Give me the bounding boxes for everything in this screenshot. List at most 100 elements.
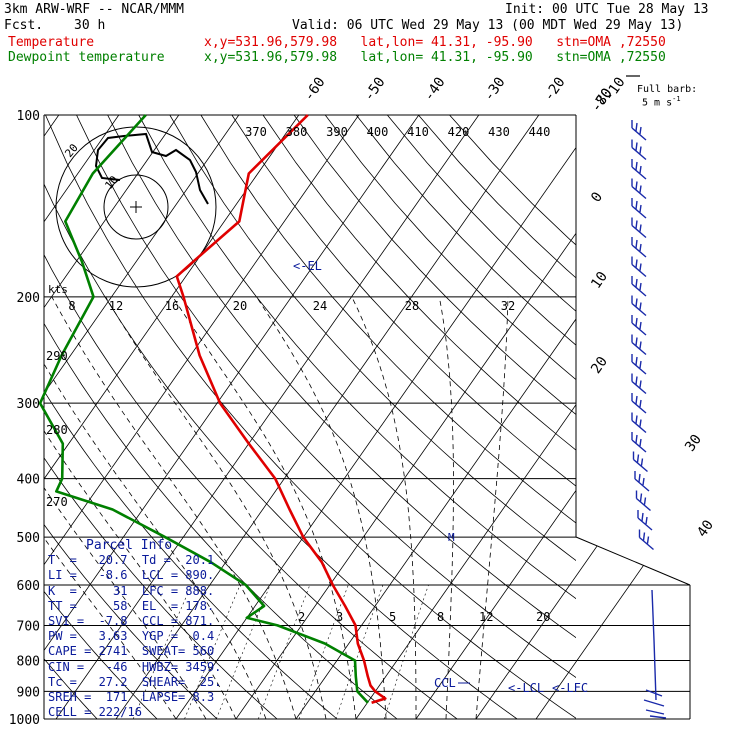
isotherm-line	[44, 115, 420, 719]
moist-adiabat-line	[256, 296, 387, 719]
isotherms	[44, 115, 690, 719]
dry-adiabat-line	[169, 115, 576, 561]
parcel-info-rows: T = 20.7 Td = 20.1 LI = -8.6 LCL = 890. K …	[48, 553, 238, 720]
sounding-profiles	[38, 114, 387, 705]
init-time: Init: 00 UTC Tue 28 May 13	[505, 2, 709, 17]
theta-label: 400	[367, 125, 389, 139]
dry-adiabat-line	[231, 115, 576, 487]
lfc-marker: <-LFC	[552, 681, 588, 695]
wind-barb	[631, 256, 647, 278]
wind-barb	[638, 529, 654, 551]
pressure-label-600: 600	[17, 579, 40, 594]
parcel-info-row: CAPE = 2741 SWEAT= 560	[48, 644, 215, 659]
parcel-info-row: LI = -8.6 LCL = 890.	[48, 568, 215, 583]
isotherm-label: 20	[588, 354, 611, 377]
dry-adiabat-line	[44, 390, 338, 719]
dry-adiabats	[44, 115, 576, 719]
model-title: 3km ARW-WRF -- NCAR/MMM	[4, 2, 185, 17]
isotherm-line	[44, 115, 300, 719]
dry-adiabat-line	[44, 457, 278, 719]
hodograph-speed-label: 28	[405, 299, 419, 313]
temperature-profile	[175, 114, 387, 705]
dry-adiabat-line	[418, 115, 576, 279]
melting-level-marker: M	[448, 531, 455, 544]
mixing-ratio-label: 3	[336, 610, 343, 624]
hodograph-trace	[94, 132, 209, 205]
wind-barb	[631, 315, 647, 336]
mixing-ratio-line	[384, 584, 429, 719]
mixing-ratio-label: 8	[437, 610, 444, 624]
wind-barb	[631, 276, 647, 297]
forecast-label: Fcst.	[4, 18, 44, 33]
dry-adiabat-label: 290	[46, 349, 68, 363]
pressure-label-700: 700	[17, 619, 40, 634]
mixing-ratio-line	[132, 584, 192, 719]
moist-adiabat-line	[351, 296, 417, 719]
hodograph-speed-label: 12	[109, 299, 123, 313]
parcel-info-row: K = 31 LFC = 888.	[48, 583, 215, 598]
isotherm-line	[44, 115, 120, 719]
dry-adiabat-line	[44, 590, 158, 719]
isotherm-line	[535, 115, 690, 719]
isotherm-line	[115, 115, 540, 719]
mixing-ratio-line	[258, 584, 311, 719]
isotherm-label: -60	[301, 74, 329, 104]
hodograph-speed-label: 8	[68, 299, 75, 313]
isotherm-line	[44, 115, 180, 719]
parcel-info-row: TT = 58 EL = 178.	[48, 598, 215, 613]
legend-temperature: Temperature	[8, 35, 95, 50]
barb-note-line1: Full barb:	[637, 84, 698, 95]
mixing-ratio-line	[184, 584, 241, 719]
parcel-info-row: SREH = 171 LAPSE= 8.3	[48, 689, 215, 704]
mixing-ratio-label: 20	[536, 610, 550, 624]
moist-adiabat-line	[475, 296, 509, 719]
isotherm-label: -30	[481, 74, 509, 104]
pressure-label-400: 400	[17, 473, 40, 488]
isotherm-label: -40	[421, 74, 449, 104]
wind-barb	[631, 237, 647, 258]
moist-adiabat-line	[438, 296, 454, 719]
right-axis-slant	[575, 536, 691, 586]
isotherm-label: 40	[694, 517, 717, 540]
dry-adiabat-line	[324, 115, 576, 381]
pressure-label-300: 300	[17, 397, 40, 412]
wind-barb-low-levels	[643, 589, 667, 719]
forecast-hour: 30 h	[74, 18, 106, 33]
theta-label: 390	[326, 125, 348, 139]
barb-note-line2: 5 m s-1	[642, 94, 681, 108]
hodograph-ring-label: 20	[62, 141, 80, 160]
ccl-marker: CCL	[434, 676, 456, 690]
mixing-ratio-label: 2	[298, 610, 305, 624]
valid-time: Valid: 06 UTC Wed 29 May 13 (00 MDT Wed …	[292, 18, 684, 33]
moist-adiabat-line	[105, 296, 327, 719]
hodograph-speed-label: 24	[313, 299, 327, 313]
theta-label: 420	[448, 125, 470, 139]
theta-label: 370	[245, 125, 267, 139]
el-marker: <-EL	[293, 259, 322, 273]
wind-barb	[631, 354, 647, 375]
isotherm-label: 10	[588, 269, 611, 292]
hodograph-ring	[103, 174, 169, 240]
wind-barb	[631, 373, 647, 395]
dry-adiabat-line	[76, 115, 576, 678]
wind-barb	[631, 432, 647, 453]
dry-adiabat-line	[200, 115, 576, 524]
wind-barb	[631, 295, 647, 317]
dry-adiabat-line	[138, 115, 576, 600]
isotherm-label: -50	[361, 74, 389, 104]
wind-barb	[631, 217, 647, 239]
isotherm-line	[475, 115, 690, 719]
wind-barb	[631, 139, 647, 161]
pressure-label-200: 200	[17, 291, 40, 306]
wind-barb	[635, 490, 651, 512]
parcel-info-title: Parcel Info	[86, 538, 173, 553]
hodograph-speed-label: 20	[233, 299, 247, 313]
isotherm-line	[235, 115, 660, 719]
isotherm-label: 0	[588, 189, 606, 205]
parcel-info-panel: Parcel Info T = 20.7 Td = 20.1 LI = -8.6 …	[48, 538, 238, 720]
wind-barb	[631, 120, 647, 141]
dry-adiabat-line	[44, 658, 98, 719]
dry-adiabat-line	[44, 523, 218, 719]
dry-adiabat-line	[44, 183, 518, 719]
